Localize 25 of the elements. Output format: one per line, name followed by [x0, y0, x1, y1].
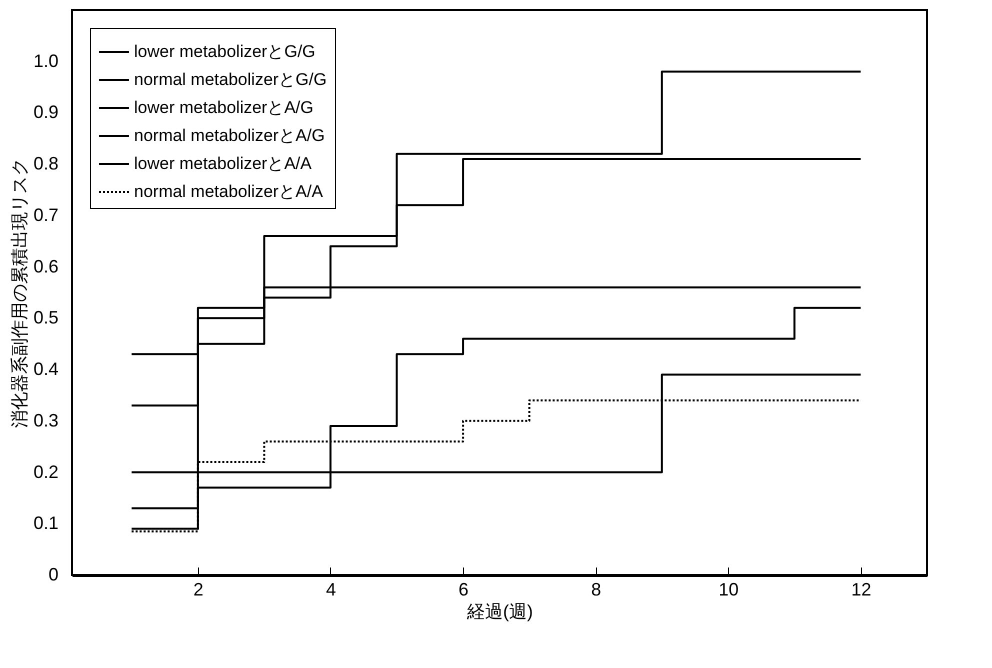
legend-label: lower metabolizerとG/G — [134, 42, 316, 61]
legend-label: normal metabolizerとG/G — [134, 70, 327, 89]
y-tick-label: 0.7 — [33, 204, 58, 225]
y-tick-label: 0.6 — [33, 256, 58, 276]
y-tick-label: 0.9 — [33, 102, 58, 122]
legend-label: lower metabolizerとA/G — [134, 98, 314, 117]
y-tick-label: 0.8 — [33, 154, 58, 174]
x-tick-label: 4 — [326, 580, 336, 600]
legend-label: normal metabolizerとA/G — [134, 126, 325, 145]
x-axis-title: 経過(週) — [466, 602, 533, 622]
y-tick-label: 0.2 — [33, 462, 58, 482]
y-tick-label: 0.1 — [33, 513, 58, 534]
legend-label: lower metabolizerとA/A — [134, 154, 312, 173]
y-tick-label: 0 — [48, 564, 58, 584]
y-tick-label: 0.3 — [33, 410, 58, 430]
x-tick-label: 8 — [591, 580, 602, 600]
x-tick-label: 10 — [718, 580, 739, 600]
y-tick-label: 1.0 — [33, 50, 58, 71]
x-tick-label: 2 — [193, 580, 204, 600]
y-tick-label: 0.4 — [33, 359, 58, 380]
legend-label: normal metabolizerとA/A — [134, 182, 324, 201]
x-tick-label: 12 — [851, 580, 872, 600]
y-axis-title: 消化器系副作用の累積出現リスク — [9, 158, 30, 428]
y-tick-label: 0.5 — [33, 308, 58, 328]
x-tick-label: 6 — [458, 580, 469, 600]
